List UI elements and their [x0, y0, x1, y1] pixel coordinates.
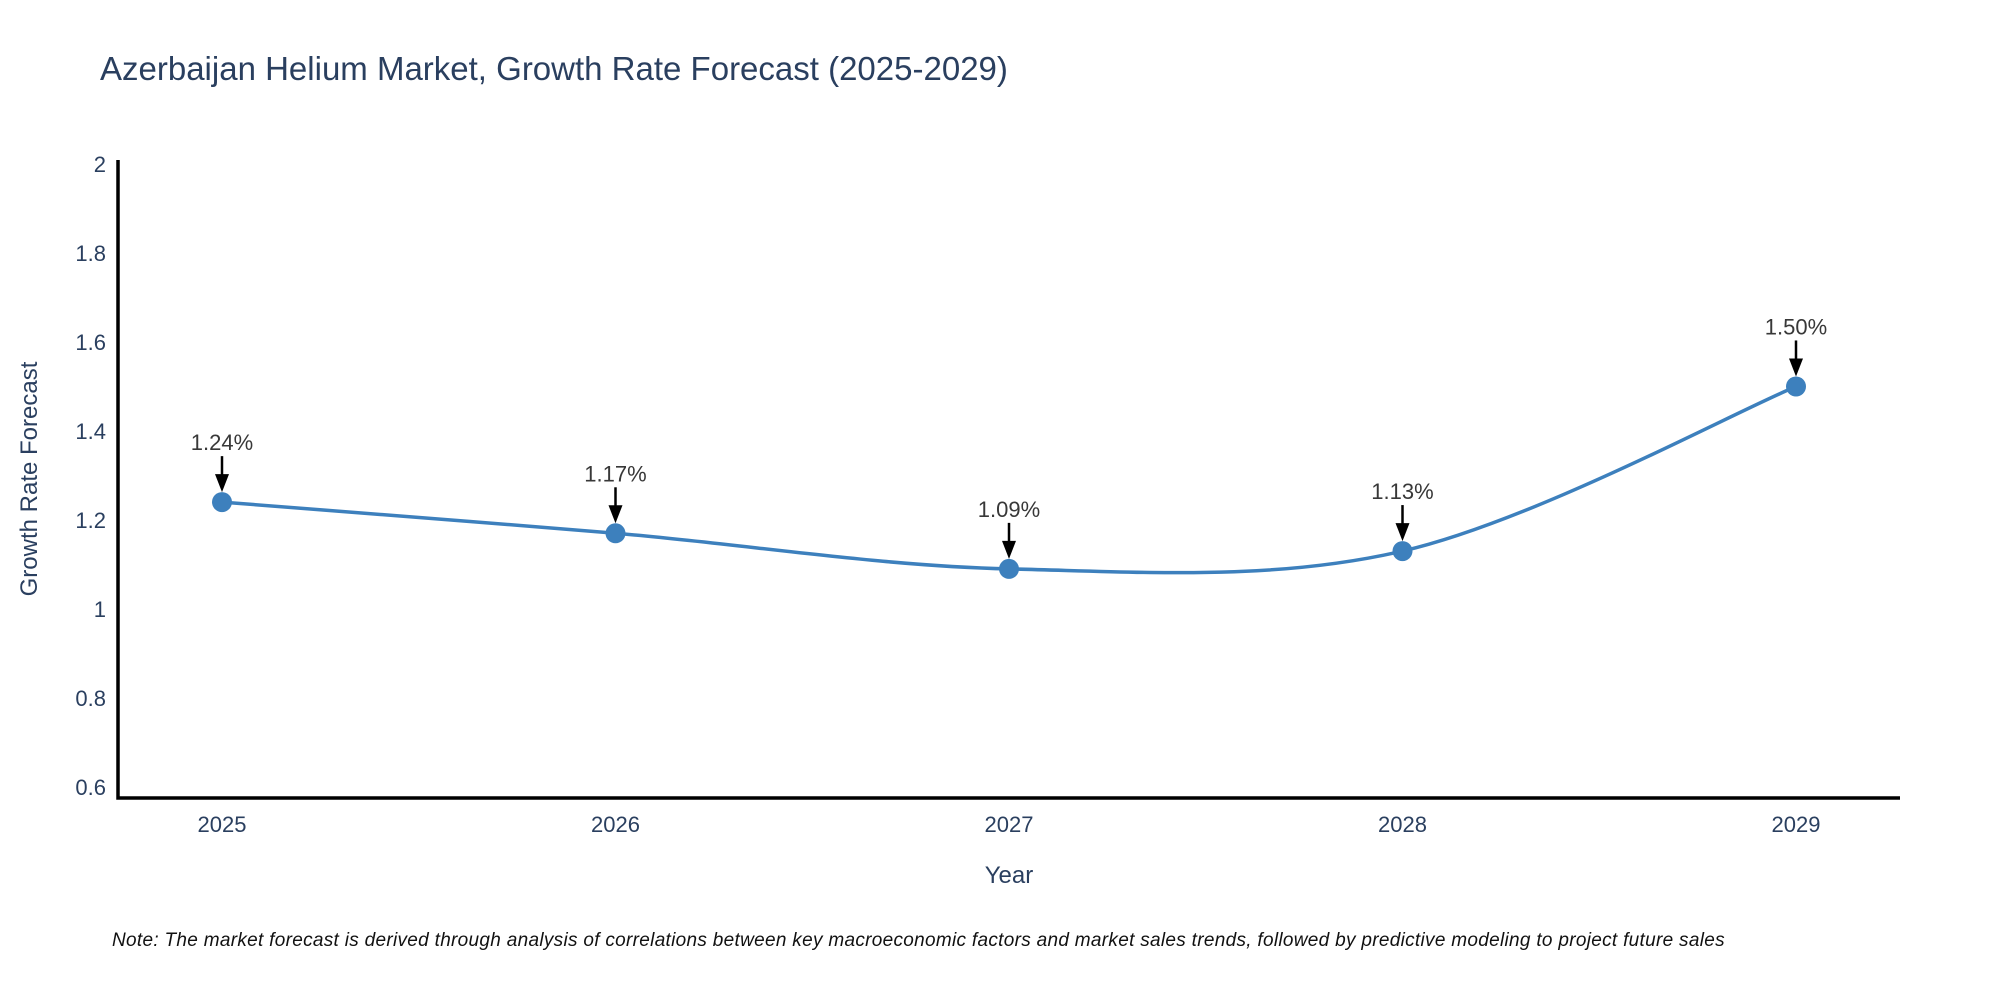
x-tick-label: 2029 [1772, 812, 1821, 837]
plot-area[interactable] [118, 160, 1900, 798]
y-tick-label: 1.4 [75, 419, 106, 444]
annotation-arrowhead [1395, 523, 1410, 542]
annotation-arrowhead [1002, 540, 1016, 559]
data-point-label: 1.17% [584, 461, 646, 486]
data-point[interactable] [212, 492, 232, 513]
data-point[interactable] [605, 523, 626, 544]
x-tick-label: 2025 [198, 812, 247, 837]
x-tick-label: 2028 [1378, 812, 1427, 837]
chart-title: Azerbaijan Helium Market, Growth Rate Fo… [100, 50, 1008, 87]
data-point-label: 1.50% [1765, 314, 1827, 339]
y-axis-title: Growth Rate Forecast [16, 361, 43, 597]
y-tick-label: 1.6 [75, 330, 106, 355]
annotation-arrowhead [215, 474, 229, 493]
data-point-label: 1.24% [191, 430, 253, 455]
x-tick-label: 2026 [591, 812, 640, 837]
data-point[interactable] [1392, 541, 1413, 562]
axis-lines [116, 160, 1900, 800]
footnote: Note: The market forecast is derived thr… [112, 930, 1725, 951]
y-tick-label: 1.8 [75, 241, 106, 266]
y-tick-label: 2 [94, 152, 106, 177]
data-point[interactable] [999, 558, 1019, 579]
data-point[interactable] [1786, 376, 1806, 397]
y-tick-label: 1 [94, 597, 106, 622]
annotation-arrowhead [608, 505, 623, 524]
y-tick-label: 0.6 [75, 775, 106, 800]
data-point-label: 1.13% [1371, 479, 1433, 504]
annotation-arrowhead [1789, 358, 1803, 377]
data-point-label: 1.09% [978, 497, 1040, 522]
y-tick-label: 1.2 [75, 508, 106, 533]
x-tick-label: 2027 [985, 812, 1034, 837]
x-axis-title: Year [984, 862, 1034, 889]
y-tick-label: 0.8 [75, 686, 106, 711]
